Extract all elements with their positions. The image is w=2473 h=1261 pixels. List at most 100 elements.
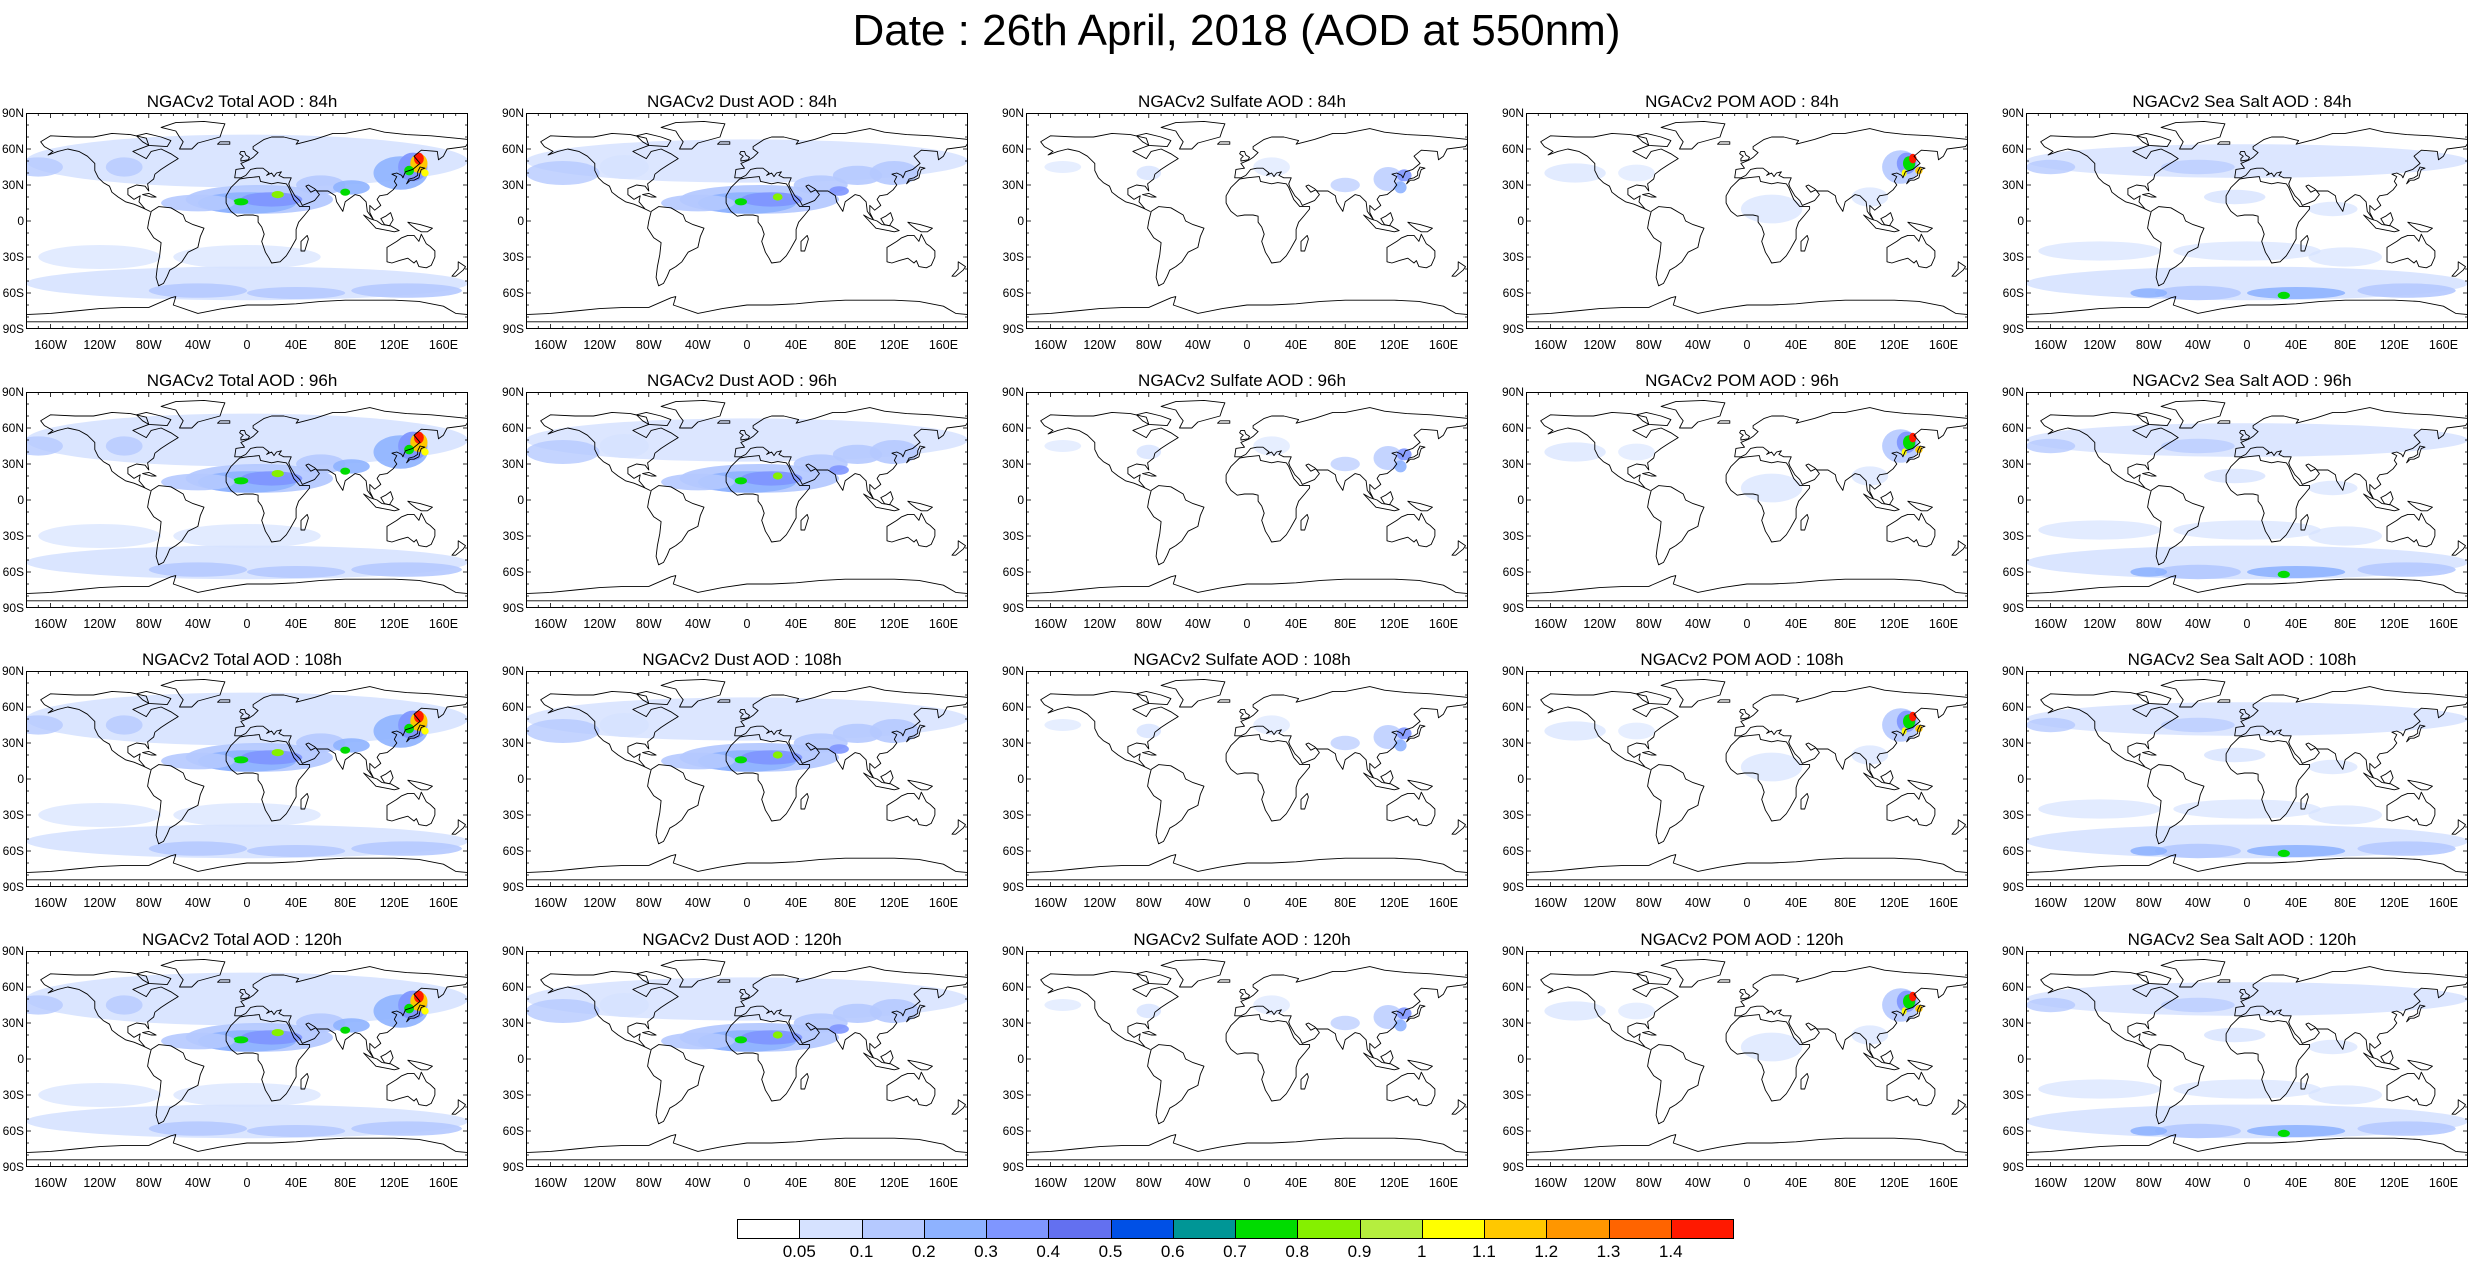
coastline-japan	[2406, 724, 2426, 743]
coastline-indonesia	[863, 1052, 900, 1071]
coastline-nz	[1451, 261, 1466, 277]
aod-region	[421, 727, 429, 735]
coastline-newguinea	[2407, 779, 2433, 791]
coastline-africa	[1725, 734, 1811, 822]
coastline-greenland	[1660, 678, 1726, 708]
coastline-australia	[386, 791, 436, 827]
aod-region	[869, 719, 919, 743]
coastline-cuba	[142, 750, 157, 756]
lon-label: 120E	[879, 617, 909, 631]
lon-label: 40W	[1185, 1176, 1211, 1190]
coastline-cuba	[642, 1030, 657, 1036]
coastline-samerica	[1147, 485, 1205, 566]
coastline-antarctica	[2026, 575, 2468, 602]
coastline-africa	[725, 455, 811, 543]
coastline-antarctica	[526, 575, 968, 602]
aod-region	[526, 440, 600, 464]
aod-region	[148, 841, 247, 856]
coastline-madagascar	[800, 792, 809, 810]
lon-label: 80W	[135, 338, 162, 352]
lon-label: 160W	[2034, 896, 2067, 910]
lon-label: 120W	[1583, 338, 1616, 352]
coastline-nz	[1951, 1099, 1966, 1115]
coastline-borneo	[880, 1050, 894, 1065]
coastline-madagascar	[300, 234, 309, 252]
aod-region	[1901, 727, 1907, 735]
lat-label: 30N	[502, 457, 525, 471]
panel-title: NGACv2 Total AOD : 84h	[146, 92, 338, 111]
lat-label: 30S	[2002, 1088, 2024, 1102]
lat-label: 90N	[2002, 664, 2025, 678]
lat-label: 30N	[502, 736, 525, 750]
legend-tick-label: 0.1	[849, 1242, 874, 1261]
aod-region	[2277, 1129, 2290, 1137]
lon-label: 80W	[135, 1176, 162, 1190]
coastline-nz	[451, 540, 466, 556]
lon-label: 80E	[834, 338, 857, 352]
coastline-eurasia	[2234, 966, 2468, 1059]
coastline-antarctica	[26, 296, 468, 323]
lat-label: 60N	[1002, 700, 1025, 714]
coastline-indonesia	[363, 493, 400, 512]
coastline-iceland	[717, 420, 731, 424]
coastline-madagascar	[300, 513, 309, 531]
map-panel: NGACv2 Dust AOD : 120h 90N 60N 30N 0 30S 60S 90…	[502, 930, 982, 1200]
lon-label: 0	[743, 617, 751, 631]
lat-label: 30S	[2, 808, 24, 822]
coastline-samerica	[147, 764, 205, 845]
lon-label: 40E	[1784, 338, 1808, 352]
lon-label: 120W	[1583, 1176, 1616, 1190]
aod-region	[271, 1029, 284, 1037]
coastline-japan	[406, 1004, 426, 1023]
coastline-madagascar	[1300, 234, 1309, 252]
lon-label: 0	[1743, 1176, 1751, 1190]
aod-region	[105, 995, 143, 1015]
lat-label: 60N	[502, 421, 525, 435]
coastline-australia	[2386, 791, 2436, 827]
coastline-borneo	[880, 770, 894, 785]
lon-label: 160W	[1534, 617, 1567, 631]
coastline-indonesia	[363, 1052, 400, 1071]
lon-label: 160W	[534, 896, 567, 910]
coastline-iceland	[217, 141, 231, 145]
aod-region	[414, 710, 424, 723]
coastline-africa	[2225, 1014, 2311, 1102]
lon-label: 40E	[284, 338, 308, 352]
coastline-samerica	[1147, 206, 1205, 287]
legend-swatch	[1484, 1219, 1548, 1239]
coastline-eurasia	[1234, 407, 1468, 500]
world-map: 90N 60N 30N 0 30S 60S 90S 160W 120W 80W 40W 0 40E 80E…	[2, 386, 468, 631]
coastline-greenland	[2160, 399, 2226, 429]
coastline-nz	[451, 261, 466, 277]
lat-label: 90N	[2002, 944, 2025, 958]
coastline-namerica	[40, 411, 179, 491]
coastline-uk	[739, 429, 750, 441]
lat-label: 0	[1517, 214, 1524, 228]
coastline-baffin	[2136, 132, 2172, 148]
lat-label: 30S	[1502, 808, 1524, 822]
lat-label: 60N	[1002, 980, 1025, 994]
coastline-iceland	[717, 141, 731, 145]
lon-label: 160E	[2428, 338, 2459, 352]
coastline-uk	[739, 150, 750, 162]
legend-swatch	[1048, 1219, 1112, 1239]
coastline-namerica	[1040, 132, 1179, 212]
lon-label: 120E	[379, 617, 409, 631]
map-canvas	[1526, 671, 1968, 887]
lon-label: 80E	[1834, 617, 1857, 631]
map-panel: NGACv2 Total AOD : 96h 90N 60N 30N 0 30S 60S 90…	[2, 371, 482, 641]
coastline-cuba	[1142, 192, 1157, 198]
coastline-nz	[1951, 261, 1966, 277]
coastline-indonesia	[2363, 772, 2400, 791]
lat-label: 90N	[1002, 944, 1025, 958]
world-map: 90N 60N 30N 0 30S 60S 90S 160W 120W 80W 40W 0 40E 80E…	[2002, 386, 2468, 631]
aod-region	[2308, 201, 2358, 217]
aod-region	[2308, 805, 2382, 825]
coastline-iceland	[1717, 420, 1731, 424]
coastline-iceland	[2217, 979, 2231, 983]
coastline-antarctica	[2026, 854, 2468, 881]
legend-tick-label: 0.2	[911, 1242, 936, 1261]
lon-label: 160E	[2428, 1176, 2459, 1190]
lon-label: 160E	[2428, 896, 2459, 910]
lon-label: 160W	[2034, 617, 2067, 631]
